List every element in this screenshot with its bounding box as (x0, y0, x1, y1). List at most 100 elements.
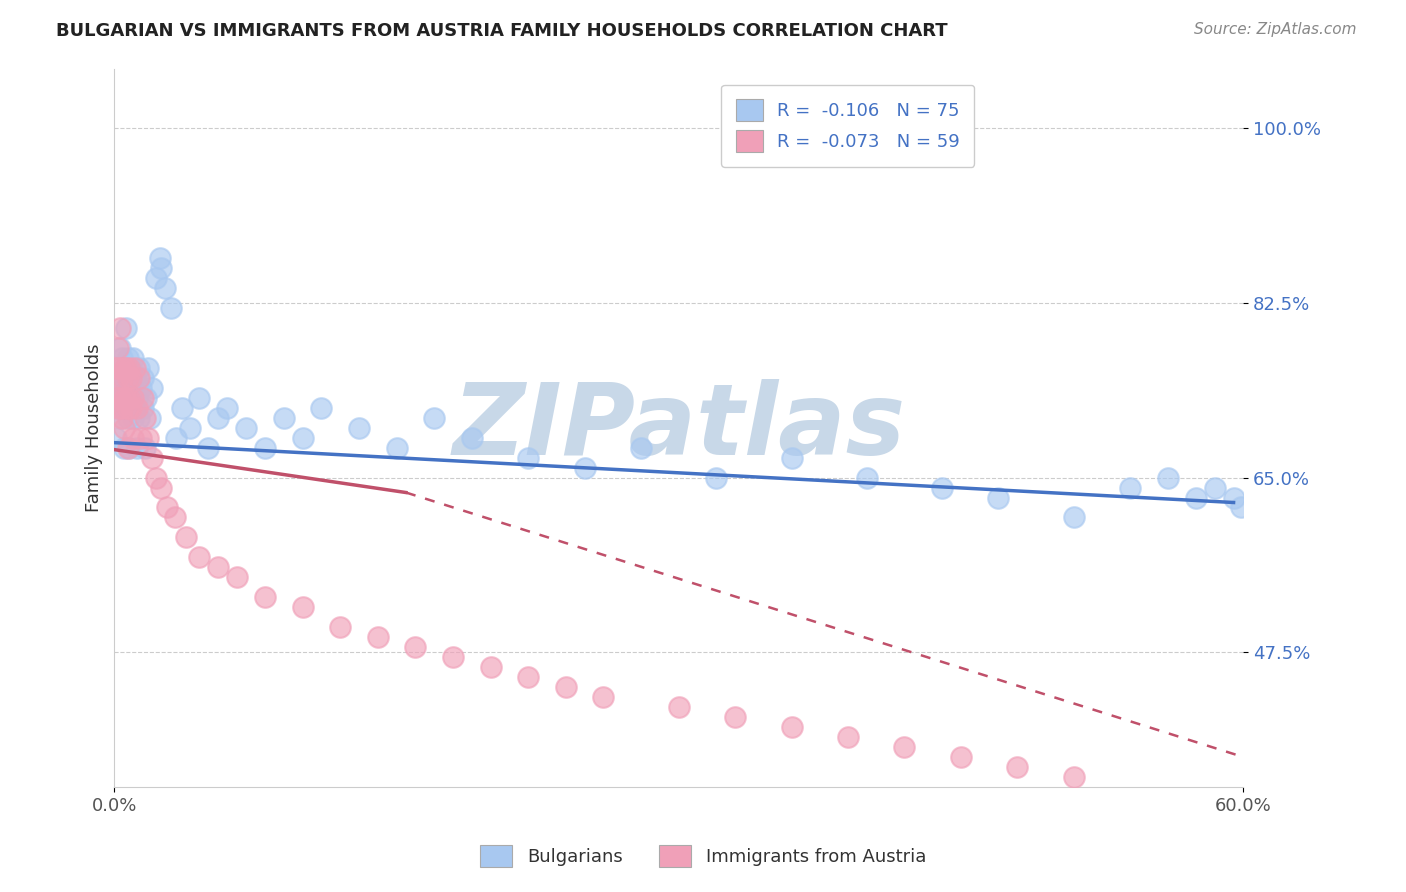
Point (1230, 500, 1253, 515)
Point (188, 391, 211, 405)
Point (949, 750, 972, 764)
Point (120, 371, 142, 385)
Point (108, 341, 131, 355)
Point (145, 470, 167, 484)
Point (112, 360, 135, 375)
Point (111, 401, 134, 415)
Point (174, 530, 197, 544)
Point (780, 450, 803, 465)
Point (141, 450, 163, 465)
Point (118, 371, 141, 385)
Point (291, 431, 314, 445)
Point (125, 441, 148, 455)
Point (225, 570, 247, 584)
Text: Source: ZipAtlas.com: Source: ZipAtlas.com (1194, 22, 1357, 37)
Point (148, 251, 170, 265)
Point (111, 410, 134, 425)
Point (122, 410, 145, 425)
Point (554, 680, 576, 694)
Point (128, 371, 150, 385)
Point (114, 360, 136, 375)
Point (1007, 760, 1029, 774)
Point (112, 401, 135, 415)
Point (111, 410, 134, 425)
Point (207, 560, 229, 574)
Point (118, 401, 141, 415)
Point (253, 441, 276, 455)
Point (347, 420, 370, 434)
Point (135, 391, 157, 405)
Point (855, 470, 877, 484)
Point (120, 401, 142, 415)
Point (125, 401, 148, 415)
Point (112, 391, 135, 405)
Point (108, 391, 131, 405)
Point (166, 431, 188, 445)
Y-axis label: Family Households: Family Households (86, 343, 103, 512)
Point (188, 550, 211, 565)
Point (461, 431, 484, 445)
Point (105, 431, 128, 445)
Point (724, 710, 747, 724)
Point (1222, 491, 1244, 505)
Point (207, 410, 229, 425)
Point (156, 500, 179, 515)
Point (112, 441, 135, 455)
Point (124, 360, 146, 375)
Point (404, 640, 426, 655)
Point (592, 690, 614, 704)
Point (131, 371, 153, 385)
Point (107, 401, 129, 415)
Point (105, 360, 128, 375)
Point (441, 650, 464, 665)
Point (893, 739, 915, 754)
Point (217, 401, 239, 415)
Point (128, 410, 150, 425)
Point (479, 660, 502, 674)
Point (630, 441, 652, 455)
Point (111, 371, 134, 385)
Point (114, 391, 136, 405)
Point (1119, 481, 1142, 495)
Point (1063, 770, 1085, 784)
Point (150, 261, 173, 276)
Point (145, 271, 167, 285)
Point (112, 420, 135, 434)
Point (107, 341, 129, 355)
Point (118, 391, 141, 405)
Point (129, 431, 152, 445)
Point (1185, 491, 1208, 505)
Point (136, 431, 159, 445)
Point (107, 401, 129, 415)
Point (837, 730, 859, 744)
Point (153, 281, 176, 295)
Point (1157, 470, 1180, 484)
Point (273, 410, 295, 425)
Point (120, 391, 142, 405)
Point (517, 450, 540, 465)
Legend: R =  -0.106   N = 75, R =  -0.073   N = 59: R = -0.106 N = 75, R = -0.073 N = 59 (721, 85, 974, 167)
Point (987, 491, 1010, 505)
Point (134, 410, 156, 425)
Point (125, 391, 148, 405)
Point (117, 351, 139, 365)
Point (329, 620, 352, 634)
Point (574, 460, 596, 475)
Point (291, 600, 314, 615)
Point (179, 420, 201, 434)
Point (1063, 510, 1085, 524)
Point (668, 700, 690, 714)
Legend: Bulgarians, Immigrants from Austria: Bulgarians, Immigrants from Austria (472, 838, 934, 874)
Point (108, 391, 131, 405)
Point (124, 371, 146, 385)
Point (122, 381, 145, 395)
Point (136, 360, 159, 375)
Point (117, 401, 139, 415)
Point (122, 431, 145, 445)
Point (108, 321, 131, 335)
Point (131, 401, 153, 415)
Point (141, 381, 163, 395)
Point (163, 510, 186, 524)
Point (114, 321, 136, 335)
Point (129, 381, 152, 395)
